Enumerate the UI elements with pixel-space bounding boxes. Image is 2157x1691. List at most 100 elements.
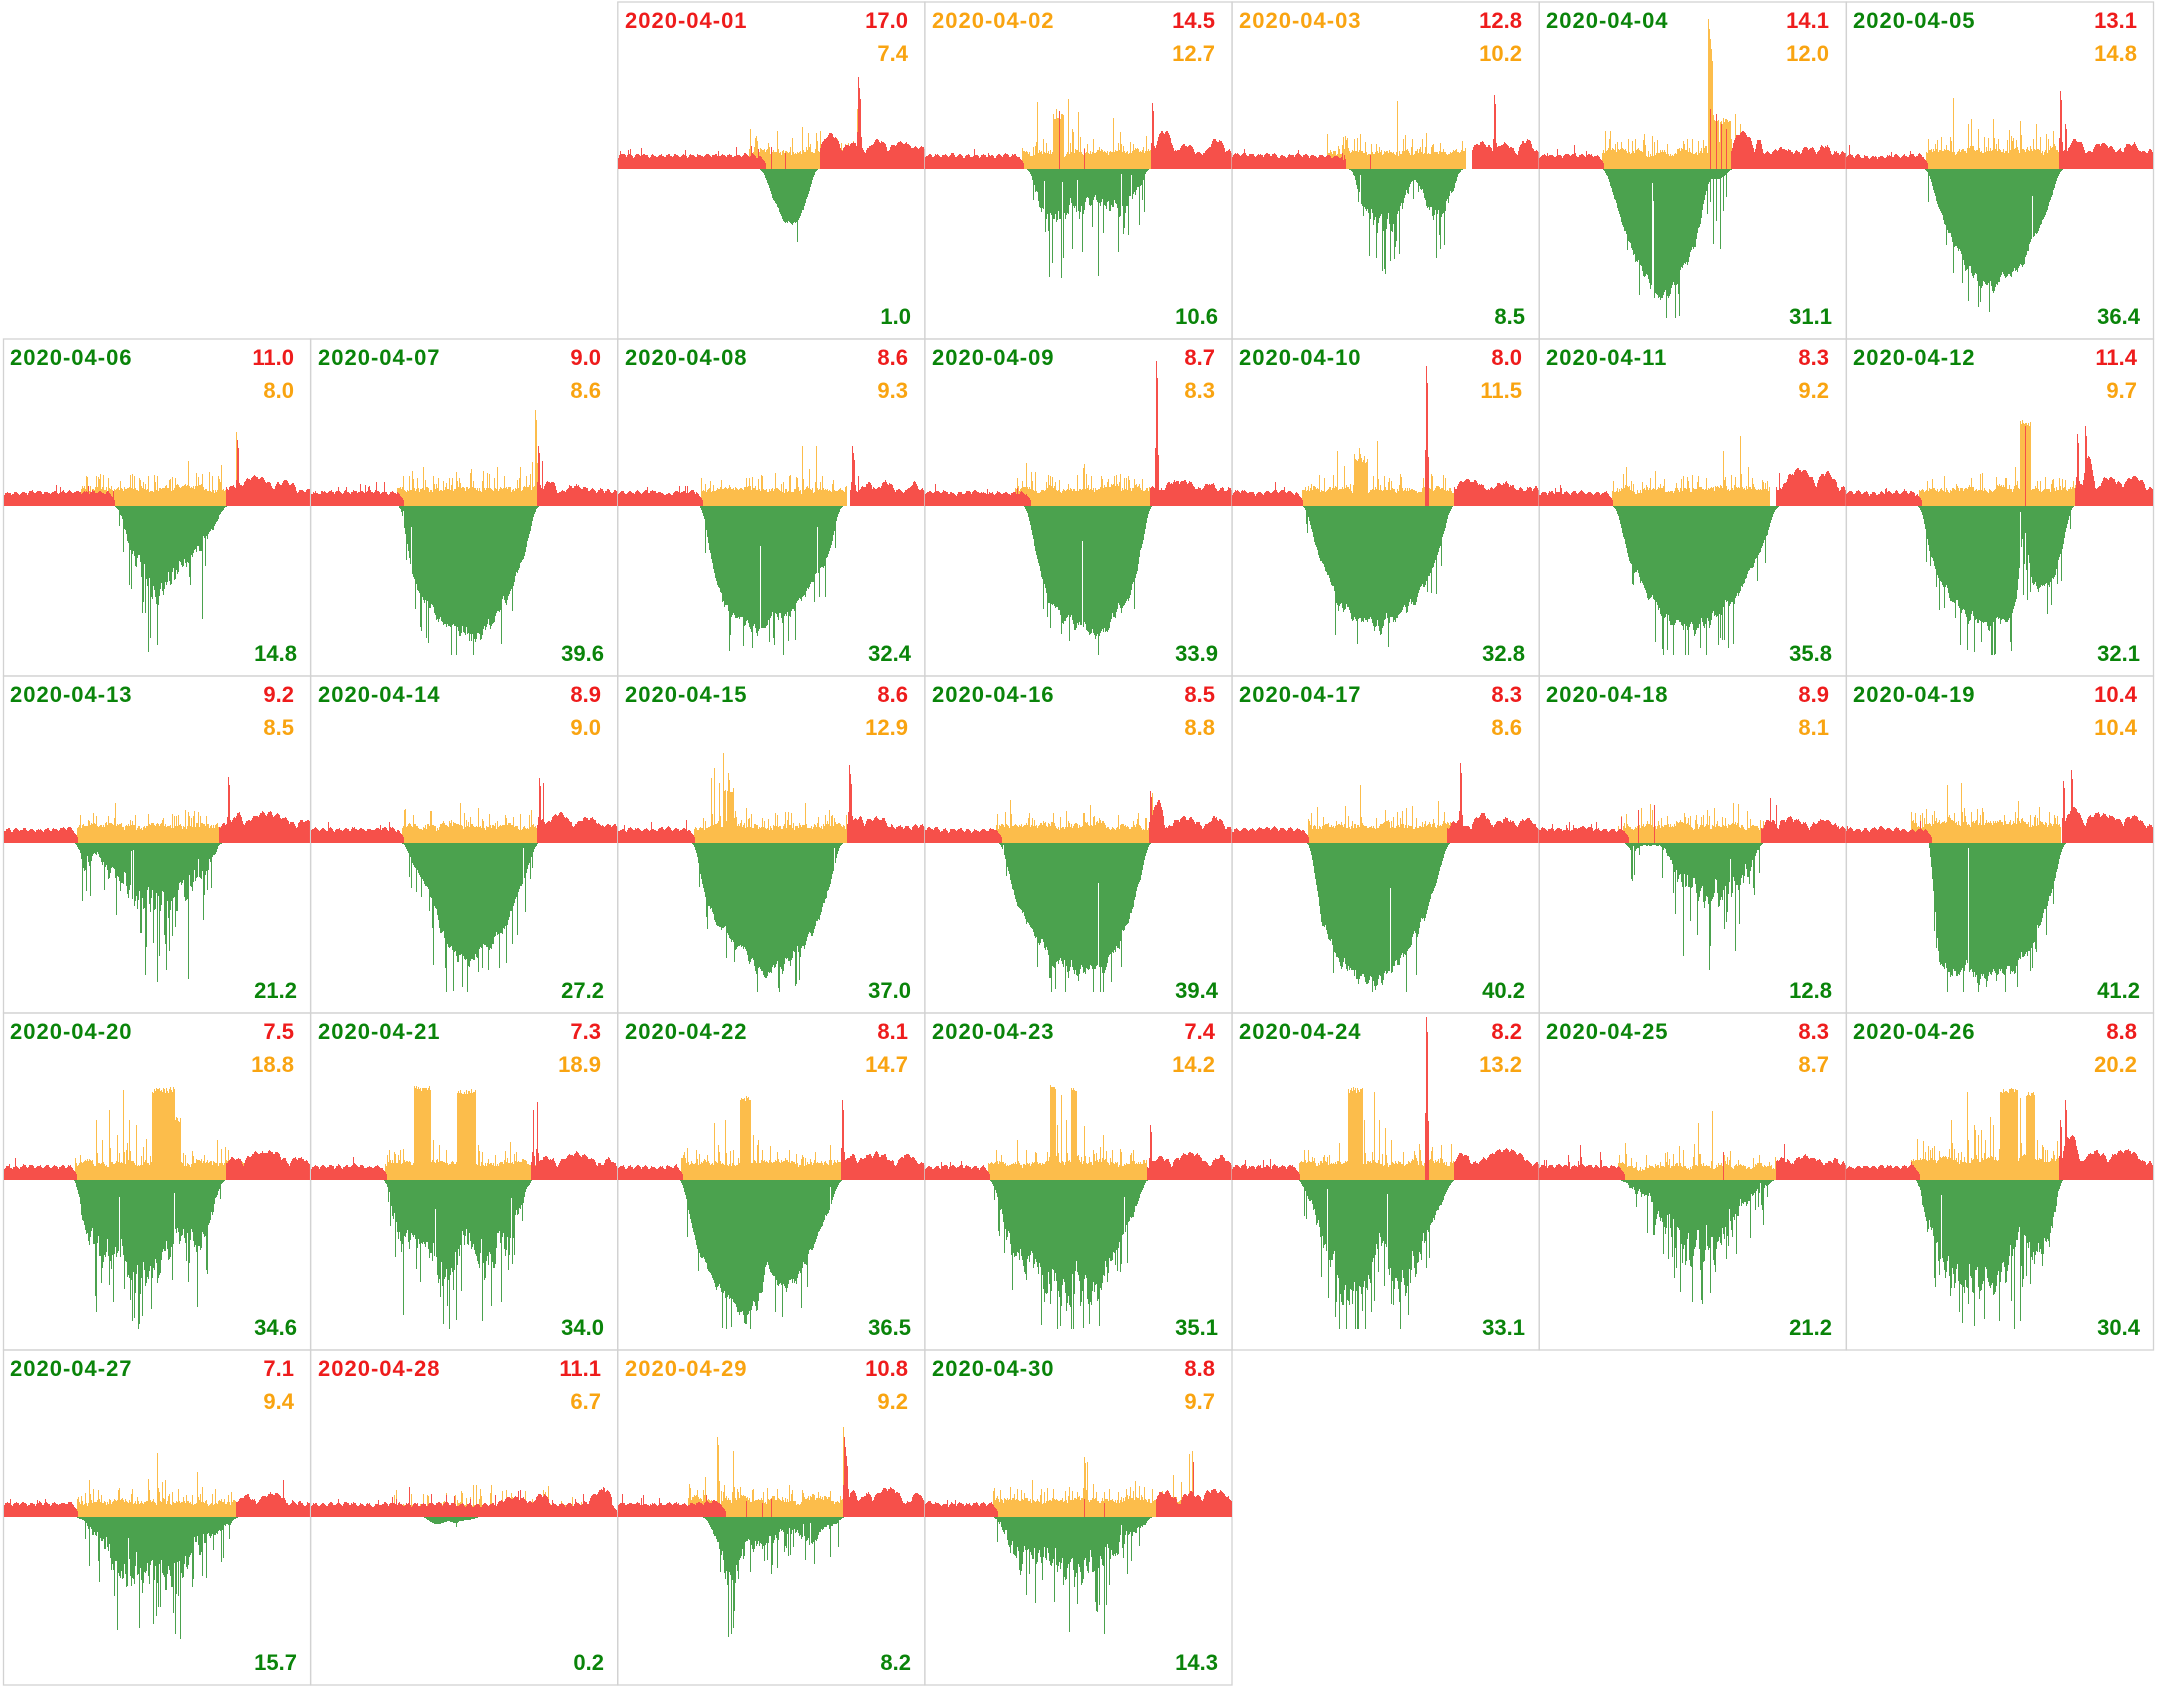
svg-text:8.6: 8.6 [1491,715,1522,740]
svg-text:32.4: 32.4 [868,641,912,666]
svg-text:8.8: 8.8 [1184,1356,1215,1381]
svg-text:2020-04-09: 2020-04-09 [932,345,1055,370]
svg-text:9.4: 9.4 [263,1389,294,1414]
svg-text:8.6: 8.6 [570,378,601,403]
svg-text:2020-04-05: 2020-04-05 [1853,8,1976,33]
svg-text:14.3: 14.3 [1175,1650,1218,1675]
svg-text:30.4: 30.4 [2097,1315,2141,1340]
svg-text:10.6: 10.6 [1175,304,1218,329]
svg-text:7.3: 7.3 [570,1019,601,1044]
svg-text:8.5: 8.5 [1184,682,1215,707]
svg-text:10.8: 10.8 [865,1356,908,1381]
svg-text:8.3: 8.3 [1491,682,1522,707]
svg-text:7.4: 7.4 [1184,1019,1215,1044]
svg-text:37.0: 37.0 [868,978,911,1003]
svg-text:2020-04-13: 2020-04-13 [10,682,133,707]
svg-text:12.7: 12.7 [1172,41,1215,66]
svg-text:2020-04-30: 2020-04-30 [932,1356,1055,1381]
svg-text:2020-04-14: 2020-04-14 [318,682,441,707]
svg-text:8.1: 8.1 [877,1019,908,1044]
svg-text:8.8: 8.8 [1184,715,1215,740]
svg-text:2020-04-02: 2020-04-02 [932,8,1055,33]
svg-text:9.7: 9.7 [1184,1389,1215,1414]
svg-text:2020-04-21: 2020-04-21 [318,1019,441,1044]
svg-text:32.1: 32.1 [2097,641,2140,666]
svg-text:8.6: 8.6 [877,345,908,370]
svg-text:8.5: 8.5 [1494,304,1525,329]
svg-text:7.1: 7.1 [263,1356,294,1381]
svg-text:9.2: 9.2 [1798,378,1829,403]
svg-text:8.9: 8.9 [1798,682,1829,707]
svg-text:8.0: 8.0 [1491,345,1522,370]
svg-text:2020-04-03: 2020-04-03 [1239,8,1362,33]
svg-text:9.7: 9.7 [2106,378,2137,403]
svg-text:8.3: 8.3 [1798,1019,1829,1044]
svg-text:9.2: 9.2 [263,682,294,707]
svg-text:40.2: 40.2 [1482,978,1525,1003]
svg-text:0.2: 0.2 [573,1650,604,1675]
svg-text:18.8: 18.8 [251,1052,294,1077]
svg-text:9.0: 9.0 [570,345,601,370]
svg-text:2020-04-26: 2020-04-26 [1853,1019,1976,1044]
svg-text:39.6: 39.6 [561,641,604,666]
svg-text:2020-04-01: 2020-04-01 [625,8,748,33]
svg-text:2020-04-20: 2020-04-20 [10,1019,133,1044]
svg-text:39.4: 39.4 [1175,978,1219,1003]
svg-text:2020-04-08: 2020-04-08 [625,345,748,370]
svg-text:2020-04-12: 2020-04-12 [1853,345,1976,370]
svg-text:12.8: 12.8 [1479,8,1522,33]
svg-text:32.8: 32.8 [1482,641,1525,666]
svg-text:35.1: 35.1 [1175,1315,1218,1340]
svg-text:18.9: 18.9 [558,1052,601,1077]
svg-text:8.5: 8.5 [263,715,294,740]
svg-text:21.2: 21.2 [1789,1315,1832,1340]
svg-text:33.9: 33.9 [1175,641,1218,666]
svg-text:34.6: 34.6 [254,1315,297,1340]
svg-text:17.0: 17.0 [865,8,908,33]
svg-text:2020-04-24: 2020-04-24 [1239,1019,1362,1044]
svg-text:2020-04-04: 2020-04-04 [1546,8,1669,33]
svg-text:11.0: 11.0 [252,345,294,370]
svg-text:8.9: 8.9 [570,682,601,707]
svg-text:9.0: 9.0 [570,715,601,740]
svg-text:2020-04-10: 2020-04-10 [1239,345,1362,370]
svg-text:1.0: 1.0 [880,304,911,329]
svg-text:13.2: 13.2 [1479,1052,1522,1077]
svg-text:8.2: 8.2 [1491,1019,1522,1044]
svg-text:36.5: 36.5 [868,1315,911,1340]
svg-text:2020-04-19: 2020-04-19 [1853,682,1976,707]
svg-text:11.4: 11.4 [2095,345,2137,370]
svg-text:10.2: 10.2 [1479,41,1522,66]
svg-text:2020-04-27: 2020-04-27 [10,1356,133,1381]
svg-text:2020-04-29: 2020-04-29 [625,1356,748,1381]
svg-text:8.8: 8.8 [2106,1019,2137,1044]
svg-text:35.8: 35.8 [1789,641,1832,666]
svg-text:2020-04-18: 2020-04-18 [1546,682,1669,707]
svg-text:2020-04-25: 2020-04-25 [1546,1019,1669,1044]
svg-text:12.9: 12.9 [865,715,908,740]
svg-text:6.7: 6.7 [570,1389,601,1414]
svg-text:2020-04-22: 2020-04-22 [625,1019,748,1044]
svg-text:9.2: 9.2 [877,1389,908,1414]
svg-text:33.1: 33.1 [1482,1315,1525,1340]
svg-text:41.2: 41.2 [2097,978,2140,1003]
svg-text:2020-04-06: 2020-04-06 [10,345,133,370]
svg-text:8.1: 8.1 [1798,715,1829,740]
svg-text:14.1: 14.1 [1786,8,1829,33]
svg-text:8.7: 8.7 [1798,1052,1829,1077]
svg-text:14.8: 14.8 [2094,41,2137,66]
svg-text:8.3: 8.3 [1798,345,1829,370]
svg-text:2020-04-16: 2020-04-16 [932,682,1055,707]
svg-text:8.6: 8.6 [877,682,908,707]
svg-text:11.1: 11.1 [559,1356,601,1381]
svg-text:12.8: 12.8 [1789,978,1832,1003]
svg-text:2020-04-15: 2020-04-15 [625,682,748,707]
svg-text:7.5: 7.5 [263,1019,294,1044]
svg-text:14.5: 14.5 [1172,8,1215,33]
svg-text:21.2: 21.2 [254,978,297,1003]
svg-text:11.5: 11.5 [1480,378,1522,403]
svg-text:9.3: 9.3 [877,378,908,403]
svg-text:2020-04-28: 2020-04-28 [318,1356,441,1381]
svg-text:8.2: 8.2 [880,1650,911,1675]
svg-text:8.0: 8.0 [263,378,294,403]
